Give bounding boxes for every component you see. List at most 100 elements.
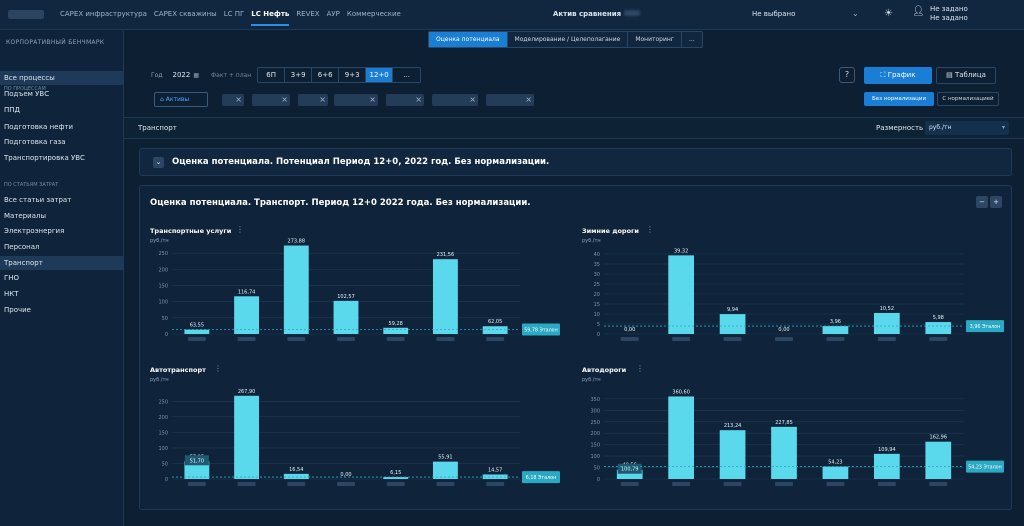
sidebar-item[interactable]: НКТ — [4, 290, 19, 298]
asset-chip[interactable] — [386, 94, 424, 106]
home-icon: ⌂ — [160, 96, 166, 103]
user-line2: Не задано — [930, 14, 968, 22]
kebab-menu-icon[interactable]: ⋮ — [636, 364, 644, 373]
dimension-label: Размерность — [876, 124, 924, 132]
period-option[interactable]: 3+9 — [285, 68, 313, 82]
data-label: 10,52 — [880, 306, 894, 312]
category-label-redacted — [237, 337, 256, 341]
data-label: 16,54 — [289, 467, 303, 473]
y-tick-label: 10 — [594, 312, 600, 318]
actives-button[interactable]: ⌂ Активы — [154, 92, 208, 107]
chart-view-button[interactable]: ⛶ График — [864, 67, 932, 84]
asset-chip[interactable] — [432, 94, 478, 106]
category-label-redacted — [287, 482, 306, 486]
top-bar: CAPEX инфраструктура CAPEX скважины LC П… — [0, 0, 1024, 30]
year-select[interactable]: 2022 — [172, 71, 191, 79]
sidebar-item[interactable]: Материалы — [4, 212, 46, 220]
chart-unit: руб./тн — [582, 238, 601, 244]
dimension-select[interactable]: руб./тн — [925, 121, 1009, 135]
y-tick-label: 100 — [158, 300, 168, 306]
main-tabs: Оценка потенциала Моделирование / Целепо… — [428, 31, 703, 48]
sidebar-item[interactable]: Подготовка нефти — [4, 123, 74, 131]
asset-chip[interactable] — [222, 94, 244, 106]
nav-item-active[interactable]: LC Нефть — [251, 10, 290, 26]
category-label-redacted — [826, 337, 845, 341]
sidebar-item[interactable]: ППД — [4, 106, 20, 114]
data-label: 6,15 — [390, 470, 401, 476]
bar — [234, 296, 259, 334]
nav-item[interactable]: REVEX — [296, 10, 320, 18]
data-label: 213,24 — [724, 423, 742, 429]
category-label-redacted — [337, 337, 355, 341]
sidebar-item-transport[interactable]: Транспорт — [0, 256, 123, 270]
sidebar-item[interactable]: Транспортировка УВС — [4, 154, 85, 162]
reference-label: 59,78 Эталон — [524, 327, 557, 333]
chevron-down-icon[interactable]: ⌄ — [852, 9, 859, 18]
sidebar-item-all-processes[interactable]: Все процессы — [0, 71, 123, 85]
theme-toggle-icon[interactable]: ☀ — [884, 8, 893, 19]
category-label-redacted — [436, 337, 455, 341]
sidebar-item[interactable]: Подъем УВС — [4, 90, 50, 98]
period-option[interactable]: 9+3 — [339, 68, 367, 82]
kebab-menu-icon[interactable]: ⋮ — [214, 364, 222, 373]
asset-chip[interactable] — [252, 94, 290, 106]
sidebar-item[interactable]: Персонал — [4, 243, 40, 251]
help-button[interactable]: ? — [839, 67, 855, 83]
asset-chip[interactable] — [486, 94, 534, 106]
zoom-in-icon[interactable]: + — [990, 196, 1002, 208]
sidebar-item[interactable]: Все статьи затрат — [4, 196, 72, 204]
bar — [184, 329, 210, 334]
period-option-active[interactable]: 12+0 — [366, 68, 394, 82]
data-label: 360,60 — [672, 389, 690, 395]
category-label-redacted — [386, 482, 405, 486]
tab-modeling[interactable]: Моделирование / Целеполагание — [508, 32, 629, 47]
y-tick-label: 150 — [158, 430, 168, 436]
period-option[interactable]: 6+6 — [312, 68, 340, 82]
zoom-out-icon[interactable]: − — [976, 196, 988, 208]
user-icon[interactable]: 👤︎ — [912, 6, 925, 17]
period-option-more[interactable]: ... — [403, 71, 410, 79]
y-tick-label: 150 — [590, 443, 600, 449]
sidebar-item[interactable]: ГНО — [4, 274, 20, 282]
data-label: 0,00 — [340, 472, 351, 478]
category-label-redacted — [723, 337, 742, 341]
asset-chip[interactable] — [334, 94, 378, 106]
calendar-icon[interactable]: ▦ — [193, 71, 199, 79]
data-label: 63,55 — [190, 323, 204, 329]
data-label: 227,85 — [775, 420, 793, 426]
bar — [668, 255, 694, 334]
tab-potential[interactable]: Оценка потенциала — [429, 32, 508, 47]
category-label-redacted — [486, 482, 505, 486]
asset-chip[interactable] — [298, 94, 328, 106]
tab-monitoring[interactable]: Мониторинг — [628, 32, 682, 47]
normalization-button[interactable]: С нормализацией — [937, 92, 999, 106]
nav-item[interactable]: Коммерческие — [346, 10, 401, 18]
user-info[interactable]: Не задано Не задано — [930, 5, 968, 23]
nav-item[interactable]: CAPEX инфраструктура — [60, 10, 147, 18]
category-label-redacted — [775, 337, 793, 341]
table-view-button[interactable]: ▤ Таблица — [936, 67, 996, 84]
nav-item[interactable]: CAPEX скважины — [153, 10, 217, 18]
compare-asset[interactable]: Актив сравнения — [553, 10, 640, 18]
chevron-down-icon[interactable]: ⌄ — [153, 157, 164, 168]
reference-badge — [522, 471, 560, 484]
compare-select[interactable]: Не выбрано — [752, 10, 796, 18]
y-tick-label: 35 — [594, 262, 600, 268]
tab-more[interactable]: ... — [688, 36, 695, 43]
bar — [616, 469, 643, 479]
period-option[interactable]: 6П — [258, 68, 286, 82]
potential-accordion[interactable]: ⌄ Оценка потенциала. Потенциал Период 12… — [139, 148, 1012, 176]
kebab-menu-icon[interactable]: ⋮ — [646, 225, 654, 234]
sidebar: КОРПОРАТИВНЫЙ БЕНЧМАРК ПО ПРОЦЕССАМ Все … — [0, 31, 124, 526]
chart-transport-services: 0 50 100 150 200 250 63,55 116,74 273,88 102,57 59… — [158, 239, 560, 341]
sidebar-item[interactable]: Подготовка газа — [4, 138, 66, 146]
no-normalization-button[interactable]: Без нормализации — [864, 92, 934, 106]
chart-title: Автодороги — [582, 366, 627, 374]
sidebar-item[interactable]: Прочие — [4, 306, 31, 314]
nav-item[interactable]: LC ПГ — [223, 10, 245, 18]
extra-label-bg — [617, 463, 642, 474]
kebab-menu-icon[interactable]: ⋮ — [236, 225, 244, 234]
sidebar-item[interactable]: Электроэнергия — [4, 227, 65, 235]
reference-label: 54,23 Эталон — [968, 465, 1001, 471]
nav-item[interactable]: АУР — [326, 10, 340, 18]
